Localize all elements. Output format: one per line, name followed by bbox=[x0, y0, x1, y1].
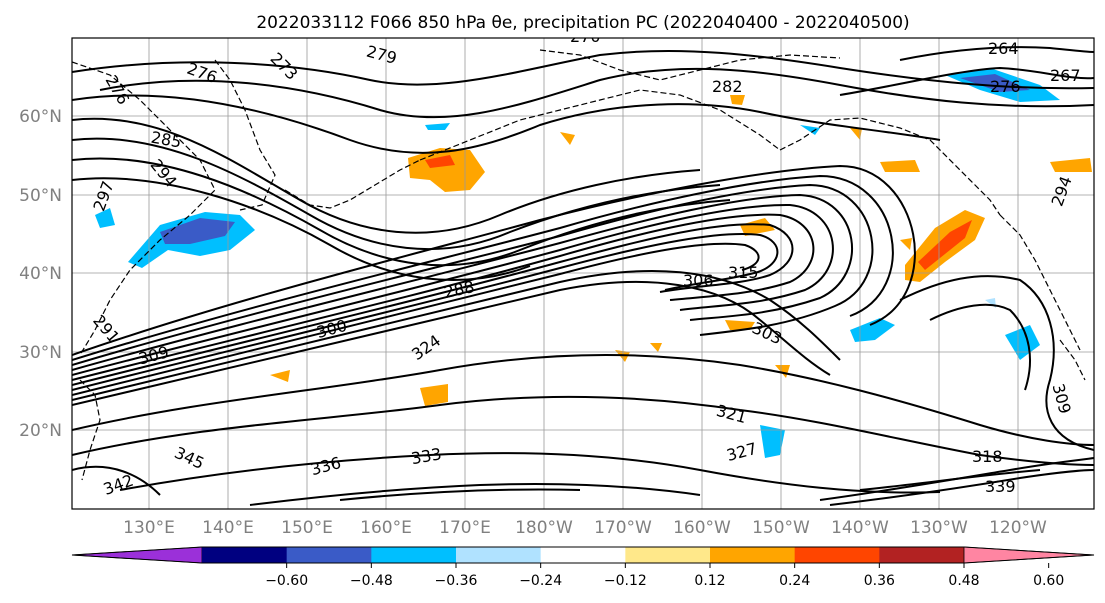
lat-label: 50°N bbox=[19, 186, 62, 206]
colorbar-segment bbox=[540, 547, 626, 563]
positive-anomaly-region bbox=[408, 148, 485, 192]
colorbar-segment bbox=[879, 547, 965, 563]
lon-label: 160°W bbox=[673, 518, 731, 538]
contour-label: 318 bbox=[972, 447, 1003, 466]
colorbar-segment bbox=[625, 547, 711, 563]
lat-label: 40°N bbox=[19, 264, 62, 284]
colorbar-ticks bbox=[286, 563, 1050, 568]
precip-shading bbox=[95, 68, 1092, 458]
lon-label: 160°E bbox=[360, 518, 412, 538]
contour-label: 315 bbox=[728, 263, 759, 282]
lon-label: 140°W bbox=[831, 518, 889, 538]
colorbar-tick-labels: −0.60 −0.48 −0.36 −0.24 −0.12 0.12 0.24 0.36 0.4… bbox=[265, 573, 1064, 589]
colorbar-tick-label: 0.48 bbox=[948, 573, 979, 589]
lon-label: 130°E bbox=[123, 518, 175, 538]
lon-label: 140°E bbox=[202, 518, 254, 538]
theta-e-contours bbox=[72, 46, 1094, 506]
colorbar-tick-label: −0.48 bbox=[350, 573, 393, 589]
colorbar-segment bbox=[371, 547, 457, 563]
lon-label: 120°W bbox=[989, 518, 1047, 538]
contour-label: 270 bbox=[570, 27, 601, 46]
colorbar-tick-label: −0.12 bbox=[604, 573, 647, 589]
lon-label: 150°W bbox=[752, 518, 810, 538]
colorbar-segment bbox=[456, 547, 542, 563]
contour-label: 264 bbox=[988, 39, 1019, 58]
map-frame bbox=[71, 37, 1095, 510]
lon-label: 130°W bbox=[910, 518, 968, 538]
lon-label: 150°E bbox=[281, 518, 333, 538]
contour-label: 267 bbox=[1050, 66, 1081, 85]
colorbar-extend-low bbox=[71, 546, 203, 564]
colorbar-segment bbox=[794, 547, 880, 563]
longitude-labels: 130°E 140°E 150°E 160°E 170°E 180°W 170°… bbox=[123, 518, 1047, 538]
contour-label: 276 bbox=[990, 77, 1021, 96]
colorbar-tick-label: −0.60 bbox=[265, 573, 308, 589]
colorbar-segment bbox=[710, 547, 796, 563]
lon-label: 170°W bbox=[594, 518, 652, 538]
contour-label: 339 bbox=[985, 477, 1016, 496]
colorbar-tick-label: −0.36 bbox=[435, 573, 478, 589]
colorbar-tick-label: 0.24 bbox=[779, 573, 810, 589]
colorbar: −0.60 −0.48 −0.36 −0.24 −0.12 0.12 0.24 0.36 0.4… bbox=[71, 546, 1095, 589]
colorbar-segments bbox=[71, 546, 1095, 564]
positive-anomaly-core bbox=[918, 220, 972, 270]
lat-label: 30°N bbox=[19, 343, 62, 363]
colorbar-segment bbox=[202, 547, 288, 563]
contour-label: 282 bbox=[712, 77, 743, 96]
lon-label: 180°W bbox=[515, 518, 573, 538]
colorbar-extend-high bbox=[963, 546, 1095, 564]
colorbar-tick-label: 0.60 bbox=[1033, 573, 1064, 589]
latitude-labels: 60°N 50°N 40°N 30°N 20°N bbox=[19, 107, 62, 441]
negative-anomaly-core bbox=[160, 218, 235, 244]
map-title: 2022033112 F066 850 hPa θe, precipitatio… bbox=[256, 13, 909, 33]
colorbar-tick-label: 0.12 bbox=[694, 573, 725, 589]
lon-label: 170°E bbox=[439, 518, 491, 538]
colorbar-tick-label: 0.36 bbox=[864, 573, 895, 589]
contour-label: 306 bbox=[683, 271, 714, 290]
colorbar-tick-label: −0.24 bbox=[519, 573, 562, 589]
lat-label: 20°N bbox=[19, 421, 62, 441]
lat-label: 60°N bbox=[19, 107, 62, 127]
colorbar-outline bbox=[71, 546, 1095, 564]
colorbar-segment bbox=[286, 547, 372, 563]
map-area bbox=[72, 38, 1094, 509]
